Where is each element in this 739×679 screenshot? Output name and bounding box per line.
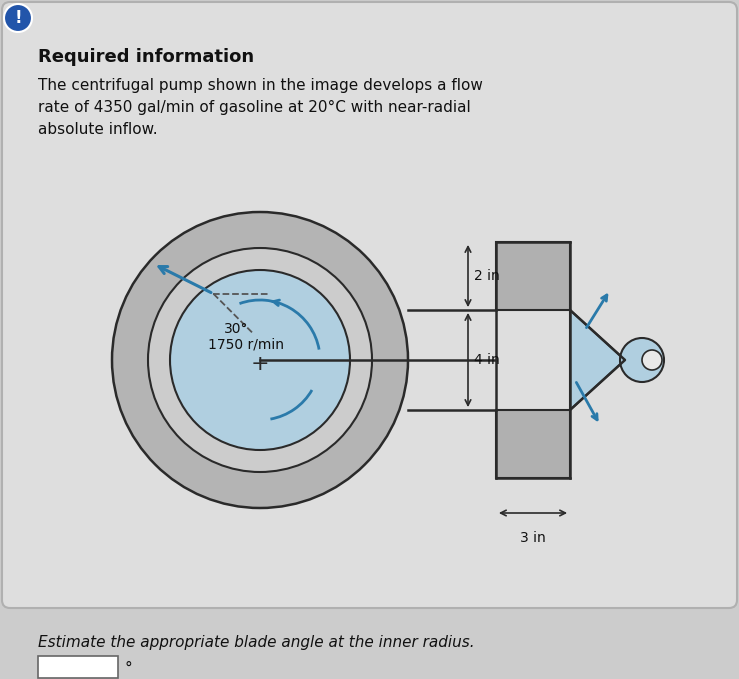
Circle shape — [642, 350, 662, 370]
Bar — [496, 242, 570, 310]
Text: !: ! — [14, 9, 22, 27]
Text: +: + — [251, 354, 269, 374]
FancyBboxPatch shape — [2, 2, 737, 608]
Text: °: ° — [124, 661, 132, 676]
Polygon shape — [570, 310, 625, 410]
Text: 1750 r/min: 1750 r/min — [208, 338, 284, 352]
Text: 4 in: 4 in — [474, 353, 500, 367]
Text: 30°: 30° — [223, 322, 248, 336]
Bar — [38, 656, 118, 678]
Text: 3 in: 3 in — [520, 531, 546, 545]
Text: Estimate the appropriate blade angle at the inner radius.: Estimate the appropriate blade angle at … — [38, 635, 474, 650]
Text: rate of 4350 gal/min of gasoline at 20°C with near-radial: rate of 4350 gal/min of gasoline at 20°C… — [38, 100, 471, 115]
Circle shape — [170, 270, 350, 450]
Circle shape — [148, 248, 372, 472]
Circle shape — [4, 4, 32, 32]
Circle shape — [620, 338, 664, 382]
Text: The centrifugal pump shown in the image develops a flow: The centrifugal pump shown in the image … — [38, 78, 483, 93]
Text: 2 in: 2 in — [474, 269, 500, 283]
Bar — [496, 410, 570, 478]
Text: absolute inflow.: absolute inflow. — [38, 122, 157, 137]
Text: Required information: Required information — [38, 48, 254, 66]
Circle shape — [112, 212, 408, 508]
